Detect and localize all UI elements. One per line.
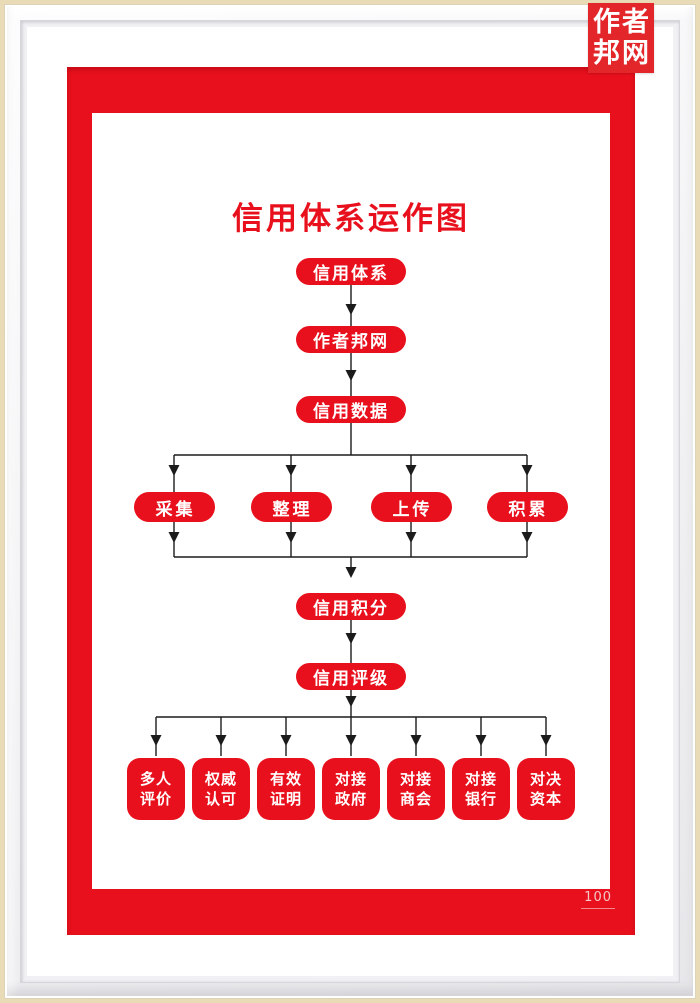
flow-node-valid-proof: 有效 证明 [257,758,315,820]
brand-badge-line2: 邦网 [593,38,651,69]
brand-badge: 作者 邦网 [588,3,654,73]
flow-node-authority-approval: 权威 认可 [192,758,250,820]
flow-node-duel-capital: 对决 资本 [517,758,575,820]
flow-node-credit-rating: 信用评级 [296,663,406,690]
flow-node-upload: 上传 [370,492,452,522]
flow-node-credit-data: 信用数据 [296,396,406,423]
flow-node-collect: 采集 [133,492,215,522]
flow-node-organize: 整理 [250,492,332,522]
flow-node-connect-chamber: 对接 商会 [387,758,445,820]
flowchart-connectors [150,284,552,756]
flow-node-credit-points: 信用积分 [296,593,406,620]
flow-node-connect-government: 对接 政府 [322,758,380,820]
brand-badge-line1: 作者 [593,6,651,38]
page-number: 100 [581,890,615,909]
flow-node-credit-system: 信用体系 [296,258,406,285]
flow-node-connect-bank: 对接 银行 [452,758,510,820]
flow-node-zuozhebang: 作者邦网 [296,326,406,353]
poster-content-area: 信用体系运作图 信用体系作者邦网信用数据采集 整理 上传 积累信用积分信用评级多人 评… [92,113,610,889]
flow-node-multi-person-eval: 多人 评价 [127,758,185,820]
diagram-title: 信用体系运作图 [232,201,470,237]
poster-page: 信用体系运作图 信用体系作者邦网信用数据采集 整理 上传 积累信用积分信用评级多人 评… [67,67,635,935]
flow-node-accumulate: 积累 [486,492,568,522]
